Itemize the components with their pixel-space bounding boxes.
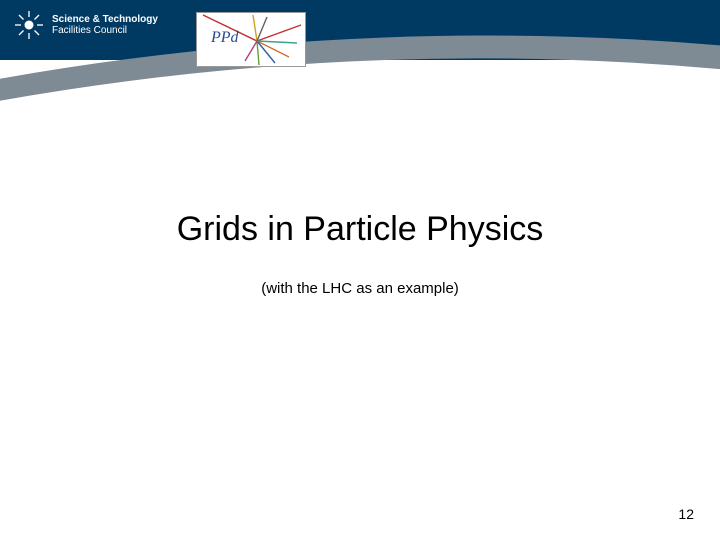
ppd-label: PPd — [211, 29, 239, 47]
stfc-text: Science & Technology Facilities Council — [52, 14, 158, 36]
ppd-logo: PPd — [196, 12, 306, 67]
slide: Science & Technology Facilities Council … — [0, 0, 720, 540]
stfc-line1: Science & Technology — [52, 14, 158, 25]
stfc-logo: Science & Technology Facilities Council — [14, 10, 158, 40]
stfc-sun-icon — [14, 10, 44, 40]
stfc-line2: Facilities Council — [52, 25, 158, 36]
page-number: 12 — [678, 506, 694, 522]
page-subtitle: (with the LHC as an example) — [0, 280, 720, 297]
page-title: Grids in Particle Physics — [0, 210, 720, 249]
